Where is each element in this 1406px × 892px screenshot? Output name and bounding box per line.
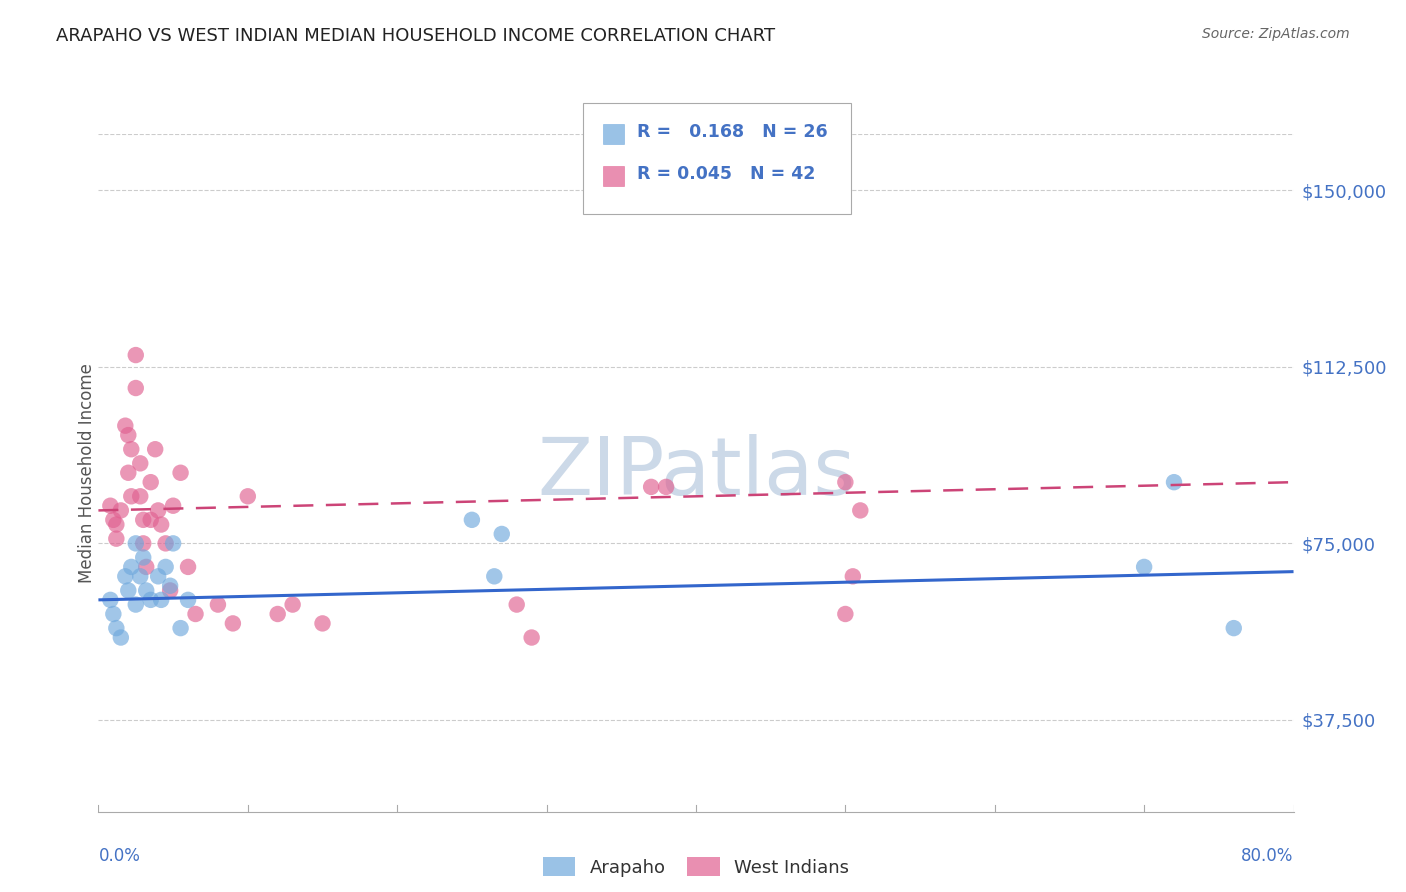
Point xyxy=(132,513,155,527)
Point xyxy=(117,428,139,442)
Text: ARAPAHO VS WEST INDIAN MEDIAN HOUSEHOLD INCOME CORRELATION CHART: ARAPAHO VS WEST INDIAN MEDIAN HOUSEHOLD … xyxy=(56,27,775,45)
Point xyxy=(98,499,122,513)
Point xyxy=(655,480,678,494)
Point xyxy=(110,503,132,517)
Point xyxy=(311,616,333,631)
Point xyxy=(103,513,125,527)
Point xyxy=(159,583,181,598)
Point xyxy=(849,503,872,517)
Text: ZIPatlas: ZIPatlas xyxy=(537,434,855,512)
Point xyxy=(117,583,139,598)
Legend: Arapaho, West Indians: Arapaho, West Indians xyxy=(536,850,856,884)
Point xyxy=(461,513,484,527)
Point xyxy=(842,569,865,583)
Point xyxy=(640,480,662,494)
Point xyxy=(150,592,173,607)
Point xyxy=(148,569,170,583)
Text: Source: ZipAtlas.com: Source: ZipAtlas.com xyxy=(1202,27,1350,41)
Point xyxy=(155,536,177,550)
Point xyxy=(132,536,155,550)
Point xyxy=(105,532,128,546)
Point xyxy=(143,442,166,457)
Point xyxy=(155,560,177,574)
Point xyxy=(125,348,148,362)
Point xyxy=(150,517,173,532)
Point xyxy=(184,607,207,621)
Point xyxy=(169,621,191,635)
Point xyxy=(135,583,157,598)
Point xyxy=(148,503,170,517)
Point xyxy=(236,489,259,503)
Y-axis label: Median Household Income: Median Household Income xyxy=(79,363,96,582)
Point xyxy=(162,536,184,550)
Point xyxy=(207,598,229,612)
Point xyxy=(105,517,128,532)
Point xyxy=(125,381,148,395)
Text: 80.0%: 80.0% xyxy=(1241,847,1294,865)
Point xyxy=(1223,621,1246,635)
Point xyxy=(520,631,543,645)
Point xyxy=(139,592,162,607)
Point xyxy=(120,442,142,457)
Point xyxy=(169,466,191,480)
Point xyxy=(177,592,200,607)
Point xyxy=(117,466,139,480)
Point xyxy=(98,592,122,607)
Point xyxy=(159,579,181,593)
Point xyxy=(834,475,856,490)
Point xyxy=(139,475,162,490)
Point xyxy=(129,569,152,583)
Point xyxy=(162,499,184,513)
Point xyxy=(135,560,157,574)
Point xyxy=(484,569,506,583)
Point xyxy=(834,607,856,621)
Text: 0.0%: 0.0% xyxy=(98,847,141,865)
Point xyxy=(103,607,125,621)
Point xyxy=(139,513,162,527)
Point xyxy=(120,489,142,503)
Point xyxy=(1163,475,1185,490)
Point xyxy=(267,607,290,621)
Text: R =   0.168   N = 26: R = 0.168 N = 26 xyxy=(637,123,828,141)
Point xyxy=(281,598,304,612)
Point xyxy=(132,550,155,565)
Point xyxy=(222,616,245,631)
Point xyxy=(177,560,200,574)
Point xyxy=(125,598,148,612)
Point xyxy=(129,456,152,470)
Point xyxy=(129,489,152,503)
Point xyxy=(110,631,132,645)
Text: R = 0.045   N = 42: R = 0.045 N = 42 xyxy=(637,165,815,183)
Point xyxy=(125,536,148,550)
Point xyxy=(506,598,529,612)
Point xyxy=(120,560,142,574)
Point xyxy=(491,527,513,541)
Point xyxy=(114,418,136,433)
Point xyxy=(105,621,128,635)
Point xyxy=(114,569,136,583)
Point xyxy=(1133,560,1156,574)
